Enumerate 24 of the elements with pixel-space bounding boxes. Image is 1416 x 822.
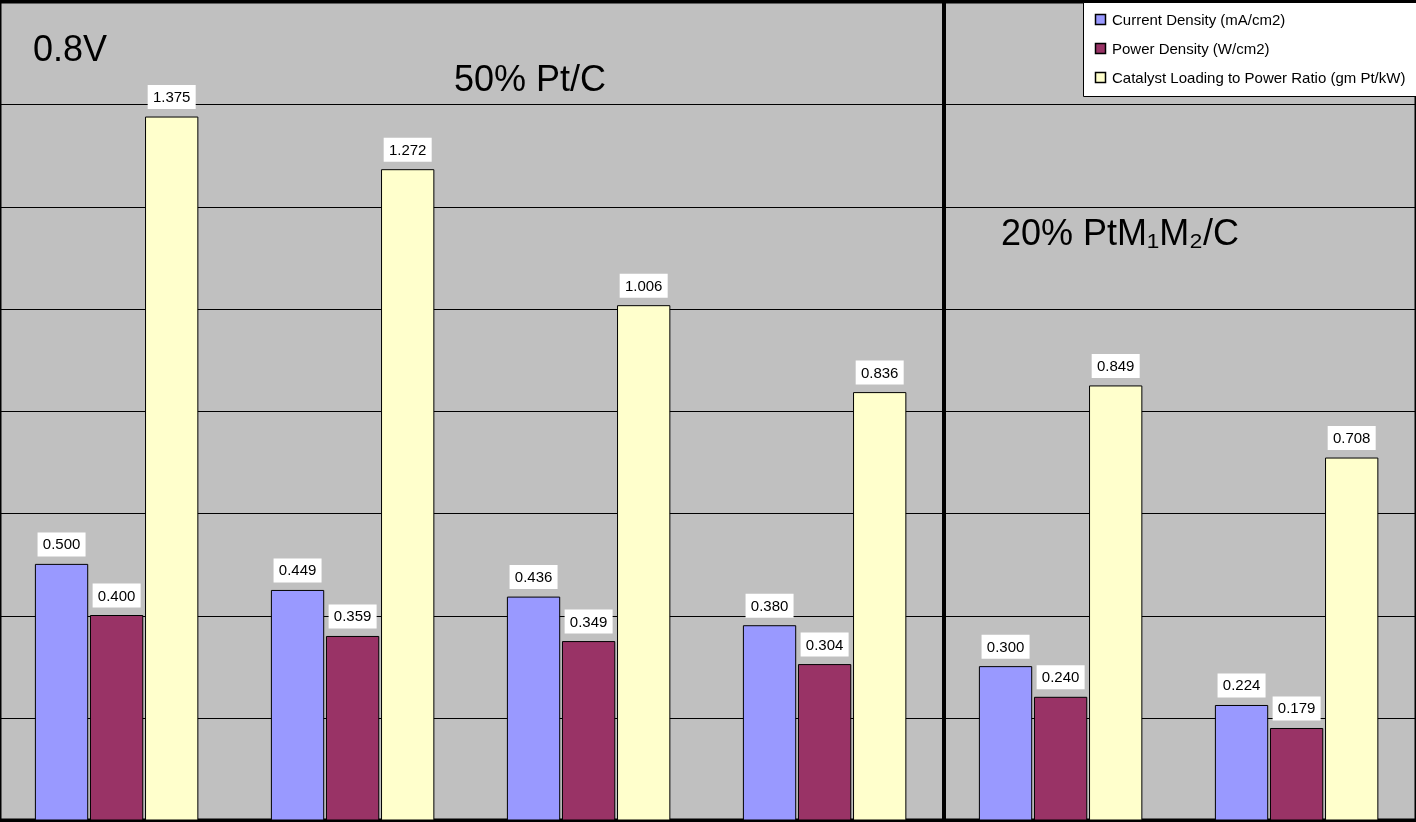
- data-label: 0.380: [750, 596, 789, 614]
- data-label: 0.836: [860, 363, 899, 381]
- legend-label: Current Density (mA/cm2): [1112, 10, 1286, 28]
- data-label: 0.300: [986, 637, 1025, 655]
- annotation: 50% Pt/C: [453, 58, 607, 99]
- legend-label: Catalyst Loading to Power Ratio (gm Pt/kW): [1112, 68, 1406, 86]
- data-label: 0.500: [42, 535, 81, 553]
- annotation: 0.8V: [32, 28, 108, 69]
- data-label: 0.436: [514, 568, 553, 586]
- data-label: 0.449: [278, 561, 317, 579]
- data-label: 1.375: [152, 88, 191, 106]
- data-label: 0.349: [569, 612, 608, 630]
- data-label: 1.006: [624, 276, 663, 294]
- data-label: 0.400: [97, 586, 136, 604]
- legend-label: Power Density (W/cm2): [1112, 39, 1270, 57]
- data-label: 0.304: [805, 635, 844, 653]
- data-label: 1.272: [388, 140, 427, 158]
- annotation: 20% PtM₁M₂/C: [1000, 212, 1240, 253]
- data-label: 0.359: [333, 607, 372, 625]
- data-label: 0.179: [1277, 699, 1316, 717]
- data-label: 0.240: [1041, 668, 1080, 686]
- data-label: 0.849: [1096, 356, 1135, 374]
- data-label: 0.224: [1222, 676, 1261, 694]
- data-label: 0.708: [1332, 429, 1371, 447]
